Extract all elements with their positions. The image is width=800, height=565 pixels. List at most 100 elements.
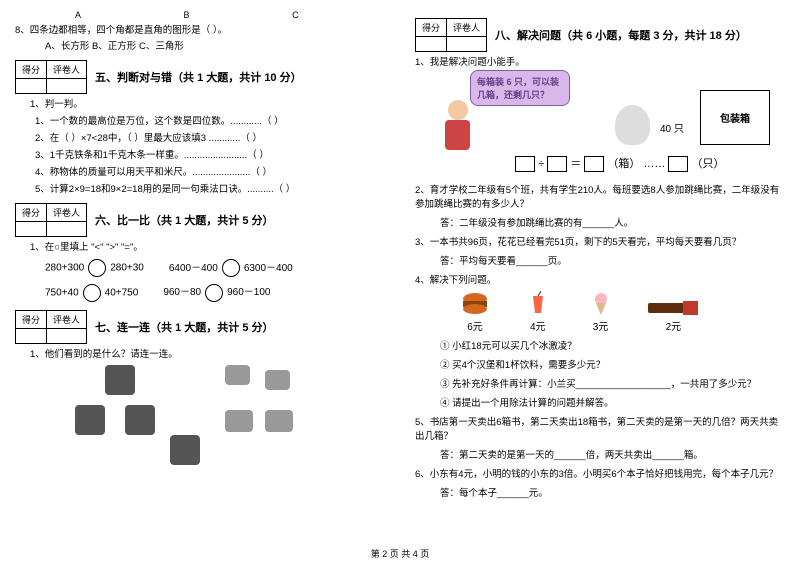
q4: 4、解决下列问题。 — [415, 272, 785, 286]
label-a: A — [75, 10, 81, 20]
food-row: 6元 4元 3元 2元 — [445, 291, 785, 333]
food-icecream: 3元 — [586, 291, 616, 333]
score-cell[interactable] — [416, 37, 447, 52]
q4-1: ① 小红18元可以买几个冰激凌？ — [440, 338, 785, 352]
food-hamburger: 6元 — [460, 291, 490, 333]
s5-i2: 2、在（ ）×7<28中，（ ）里最大应该填3 ............（ ） — [35, 130, 385, 144]
circle-input[interactable] — [205, 284, 223, 302]
compare-row-2: 750+4040+750 960－80960－100 — [45, 283, 385, 301]
icecream-icon — [586, 291, 616, 316]
price: 3元 — [593, 322, 609, 333]
compare-row-1: 280+300280+30 6400－4006300－400 — [45, 259, 385, 277]
score-table-6: 得分评卷人 — [15, 203, 87, 237]
q8-text: 8、四条边都相等，四个角都是直角的图形是（ ）。 — [15, 22, 385, 36]
score-label: 得分 — [16, 61, 47, 79]
q2: 2、育才学校二年级有5个班，共有学生210人。每班要选8人参加跳绳比赛，二年级没… — [415, 182, 785, 210]
circle-input[interactable] — [83, 284, 101, 302]
sec7-head: 1、他们看到的是什么？请连一连。 — [30, 346, 385, 360]
object-icon — [265, 370, 290, 390]
section7-header: 得分评卷人 七、连一连（共 1 大题，共计 5 分） — [15, 310, 385, 344]
eq-input[interactable] — [547, 156, 567, 172]
score-table-7: 得分评卷人 — [15, 310, 87, 344]
score-cell[interactable] — [16, 222, 47, 237]
c2c: 960－80 — [163, 287, 201, 298]
price: 4元 — [530, 322, 546, 333]
sec6-head: 1、在○里填上 "<" ">" "="。 — [30, 239, 385, 253]
circle-input[interactable] — [222, 259, 240, 277]
circle-input[interactable] — [88, 259, 106, 277]
object-icon — [225, 410, 253, 432]
unit1: （箱） — [607, 158, 640, 170]
c1c: 6400－400 — [169, 263, 218, 274]
grader-cell[interactable] — [47, 222, 87, 237]
q6: 6、小东有4元，小明的钱的小东的3倍。小明买6个本子恰好把钱用完，每个本子几元？ — [415, 466, 785, 480]
score-label: 得分 — [416, 19, 447, 37]
dots: …… — [643, 158, 665, 170]
bunny-icon — [615, 105, 650, 145]
score-label: 得分 — [16, 204, 47, 222]
score-cell[interactable] — [16, 79, 47, 94]
q1-illustration: 每箱装 6 只，可以装几箱，还剩几只？ 40 只 包装箱 ÷ ＝ （箱） …… … — [415, 70, 785, 180]
a3: 答：平均每天要看______页。 — [440, 253, 785, 267]
price: 6元 — [467, 322, 483, 333]
grader-cell[interactable] — [47, 79, 87, 94]
left-column: A B C 8、四条边都相等，四个角都是直角的图形是（ ）。 A、长方形 B、正… — [0, 0, 400, 565]
price: 2元 — [666, 322, 682, 333]
section6-header: 得分评卷人 六、比一比（共 1 大题，共计 5 分） — [15, 203, 385, 237]
box-label-text: 包装箱 — [720, 110, 750, 125]
section5-header: 得分评卷人 五、判断对与错（共 1 大题，共计 10 分） — [15, 60, 385, 94]
c1d: 6300－400 — [244, 263, 293, 274]
object-icon — [265, 410, 293, 432]
s5-i5: 5、计算2×9=18和9×2=18用的是同一句乘法口诀。..........（ … — [35, 181, 385, 195]
eq-input[interactable] — [668, 156, 688, 172]
q5: 5、书店第一天卖出6箱书，第二天卖出18箱书，第二天卖的是第一天的几倍？两天共卖… — [415, 414, 785, 442]
s5-i3: 3、1千克铁条和1千克木条一样重。.......................… — [35, 147, 385, 161]
a2: 答：二年级没有参加跳绳比赛的有______人。 — [440, 215, 785, 229]
q8-labels: A B C — [75, 10, 385, 20]
score-cell[interactable] — [16, 328, 47, 343]
grader-label: 评卷人 — [47, 310, 87, 328]
page-footer: 第 2 页 共 4 页 — [0, 547, 800, 560]
right-column: 得分评卷人 八、解决问题（共 6 小题，每题 3 分，共计 18 分） 1、我是… — [400, 0, 800, 565]
child-icon — [75, 405, 105, 435]
a6: 答：每个本子______元。 — [440, 485, 785, 499]
a5: 答：第二天卖的是第一天的______倍，两天共卖出______箱。 — [440, 447, 785, 461]
c2d: 960－100 — [227, 287, 270, 298]
chocolate-icon — [648, 301, 698, 316]
grader-label: 评卷人 — [47, 204, 87, 222]
child-icon — [170, 435, 200, 465]
equation-row: ÷ ＝ （箱） …… （只） — [515, 155, 725, 172]
eq-sign: ＝ — [570, 158, 581, 170]
c2a: 750+40 — [45, 287, 79, 298]
score-table-8: 得分评卷人 — [415, 18, 487, 52]
matching-images — [15, 365, 385, 465]
object-icon — [225, 365, 250, 385]
child-icon — [105, 365, 135, 395]
section6-title: 六、比一比（共 1 大题，共计 5 分） — [95, 212, 273, 228]
food-drink: 4元 — [523, 291, 553, 333]
section7-title: 七、连一连（共 1 大题，共计 5 分） — [95, 319, 273, 335]
eq-input[interactable] — [584, 156, 604, 172]
drink-icon — [523, 291, 553, 316]
c1a: 280+300 — [45, 263, 84, 274]
hamburger-icon — [460, 291, 490, 316]
section8-title: 八、解决问题（共 6 小题，每题 3 分，共计 18 分） — [495, 27, 747, 43]
package-box: 包装箱 — [700, 90, 770, 145]
q4-4: ④ 请提出一个用除法计算的问题并解答。 — [440, 395, 785, 409]
s5-i1: 1、一个数的最高位是万位，这个数是四位数。............（ ） — [35, 113, 385, 127]
kid-icon — [440, 100, 475, 155]
eq-input[interactable] — [515, 156, 535, 172]
s5-i4: 4、称物体的质量可以用天平和米尺。......................（… — [35, 164, 385, 178]
count-label: 40 只 — [660, 120, 684, 135]
score-label: 得分 — [16, 310, 47, 328]
grader-cell[interactable] — [447, 37, 487, 52]
score-table-5: 得分评卷人 — [15, 60, 87, 94]
q4-3: ③ 先补充好条件再计算：小兰买__________________，一共用了多少… — [440, 376, 785, 390]
sec5-head: 1、判一判。 — [30, 96, 385, 110]
grader-cell[interactable] — [47, 328, 87, 343]
label-b: B — [184, 10, 190, 20]
q1: 1、我是解决问题小能手。 — [415, 54, 785, 68]
q8-options: A、长方形 B、正方形 C、三角形 — [45, 38, 385, 52]
section8-header: 得分评卷人 八、解决问题（共 6 小题，每题 3 分，共计 18 分） — [415, 18, 785, 52]
grader-label: 评卷人 — [447, 19, 487, 37]
